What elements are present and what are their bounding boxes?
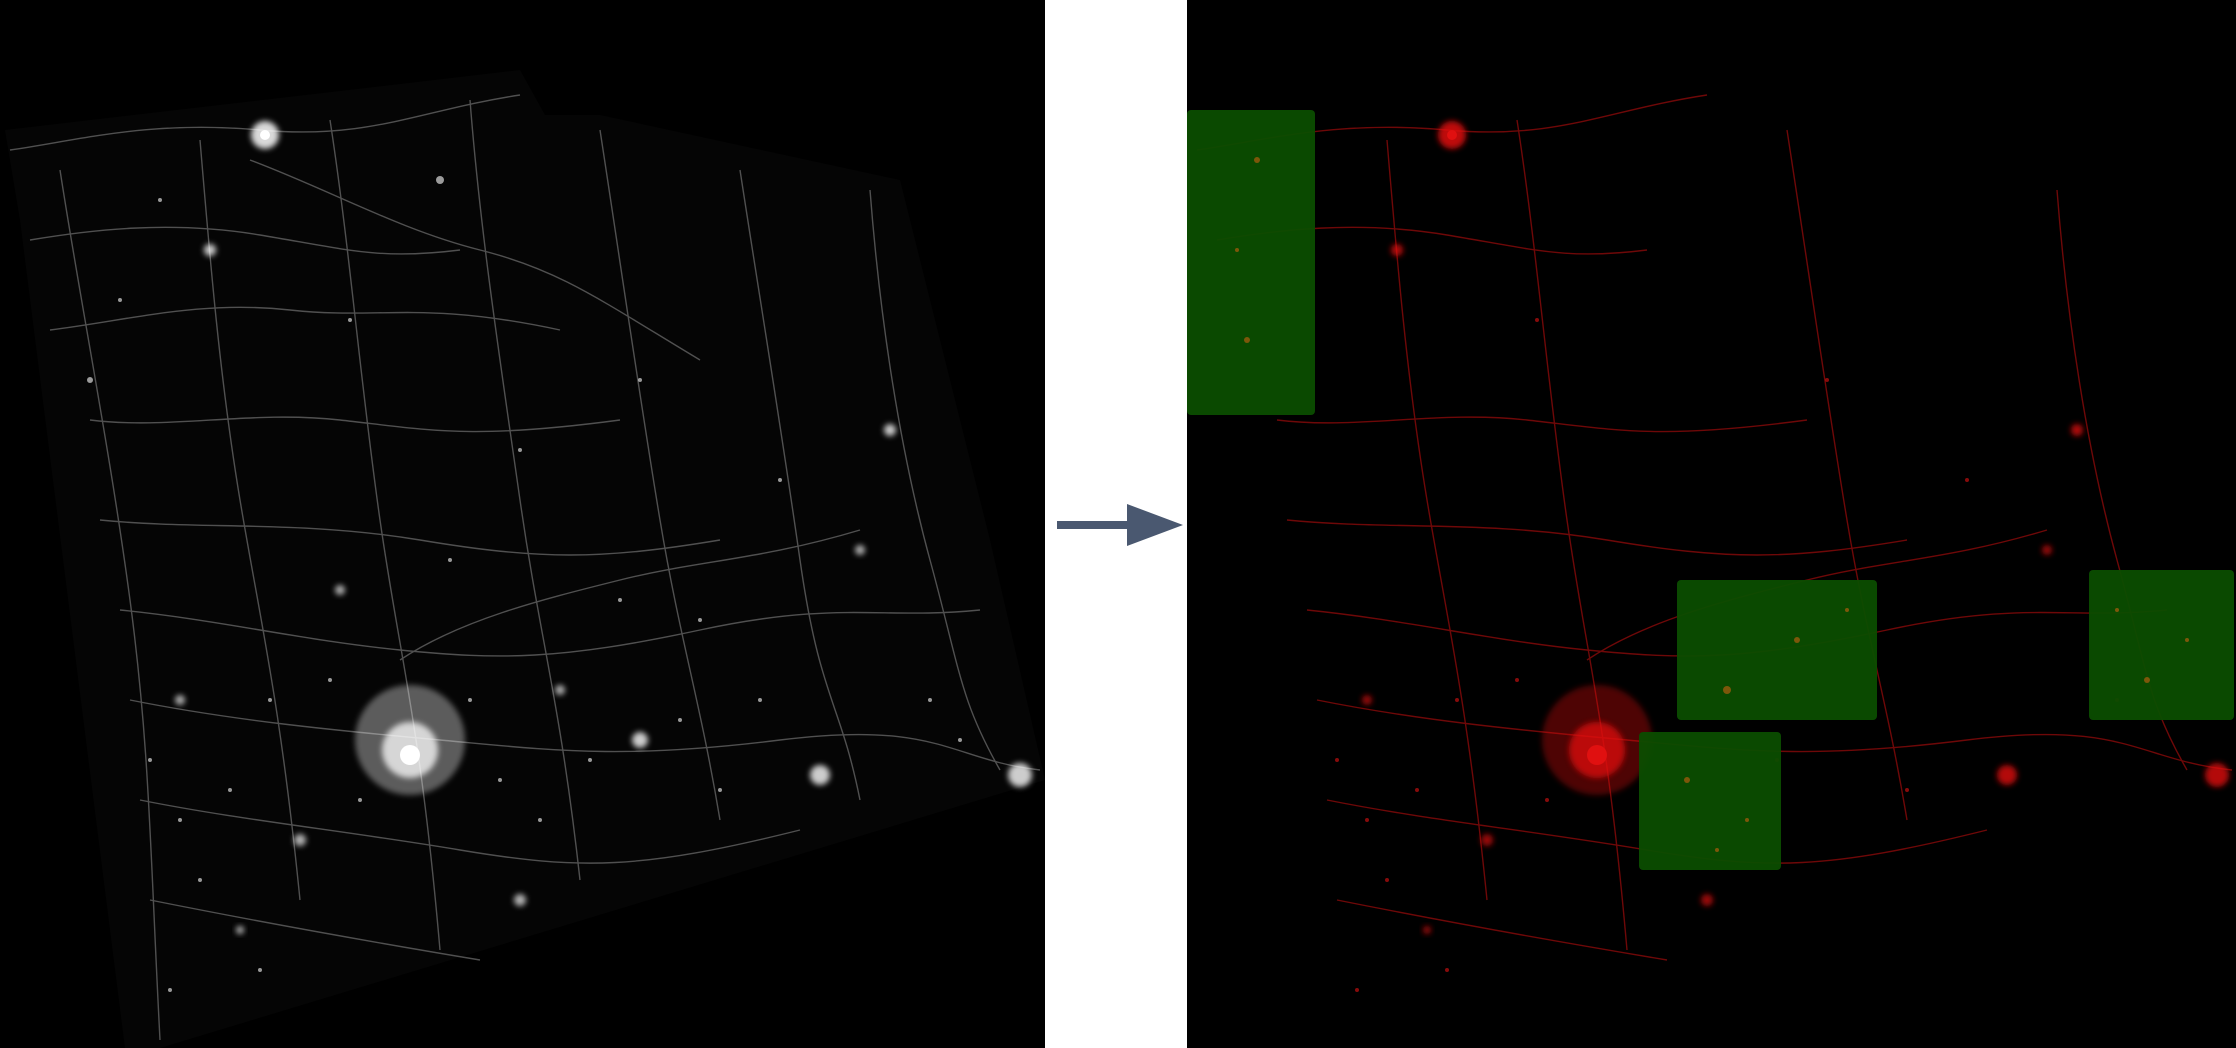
small-lights <box>118 198 962 992</box>
highlight-region-2 <box>1677 580 1877 720</box>
red-night-lights-map <box>1187 94 2234 992</box>
detection-output-image <box>1187 0 2236 1048</box>
highlight-region-3 <box>1639 732 1781 870</box>
transform-arrow <box>1057 500 1183 550</box>
grayscale-night-lights-map <box>5 70 1045 1048</box>
highlight-region-1 <box>1187 110 1315 415</box>
highlighted-regions <box>1187 110 2234 870</box>
night-lights-input-image <box>0 0 1045 1048</box>
city-lights <box>87 121 1032 934</box>
region-footprint <box>5 70 1045 1048</box>
lights-within-highlights <box>1235 157 2189 852</box>
right-arrow-icon <box>1057 504 1183 546</box>
highlight-region-4 <box>2089 570 2234 720</box>
city-lights-red <box>1362 121 2229 934</box>
